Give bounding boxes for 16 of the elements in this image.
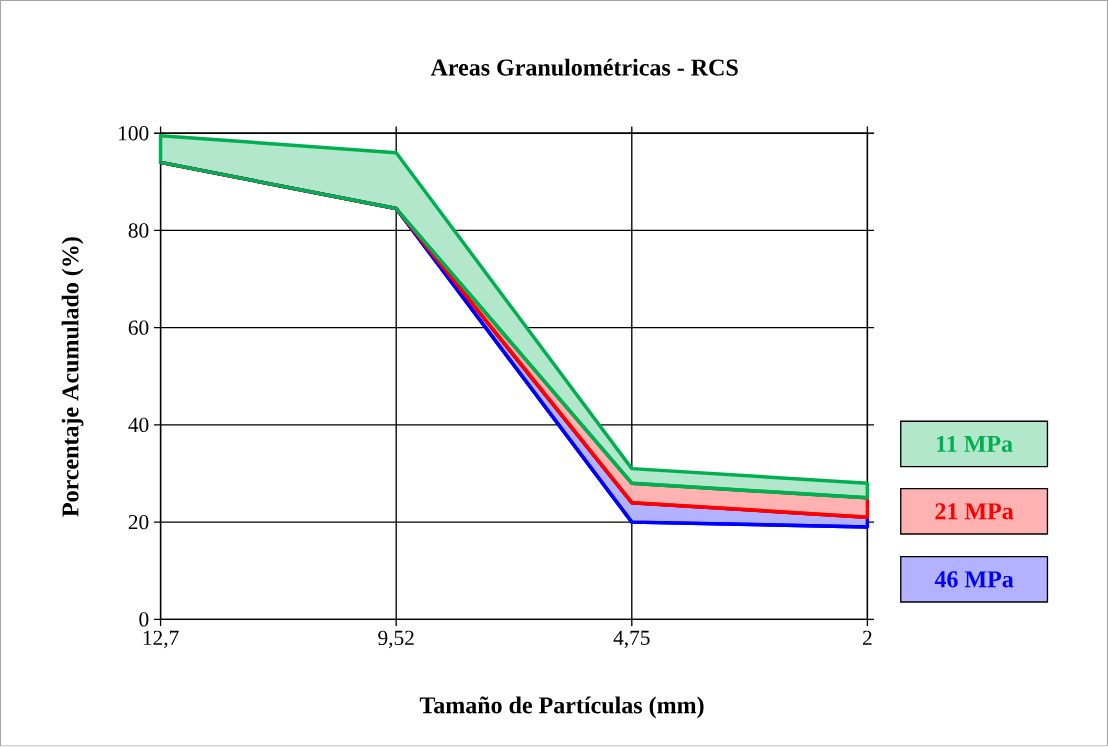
y-tick-label: 60 xyxy=(128,320,149,336)
y-tick-label: 20 xyxy=(128,515,149,530)
text: 21 MPa xyxy=(935,503,1014,520)
x-tick-label: 12,7 xyxy=(143,630,179,649)
x-axis-title: Tamaño de Partículas (mm) xyxy=(419,696,704,719)
y-axis-title: Porcentaje Acumulado (%) xyxy=(61,237,84,517)
text: 11 MPa xyxy=(937,436,1013,453)
y-tick-label: 0 xyxy=(139,612,149,627)
x-tick-label: 9,52 xyxy=(378,630,414,649)
y-tick-label: 80 xyxy=(128,223,149,238)
text: 46 MPa xyxy=(934,571,1014,588)
y-tick-label: 40 xyxy=(128,417,149,433)
y-tick-label: 100 xyxy=(119,126,149,141)
x-tick-label: 4,75 xyxy=(613,630,650,649)
x-tick-label: 2 xyxy=(863,630,872,646)
chart-title: Areas Granulométricas - RCS xyxy=(430,58,738,76)
